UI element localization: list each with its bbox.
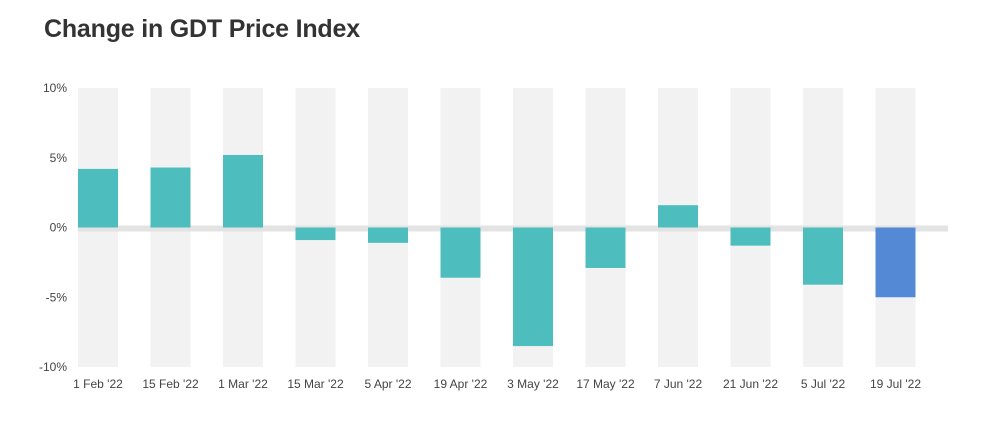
bar[interactable] <box>513 227 553 347</box>
x-tick-label: 19 Jul '22 <box>870 377 921 391</box>
x-tick-label: 5 Apr '22 <box>365 377 412 391</box>
y-tick-label: -10% <box>39 360 67 374</box>
bar[interactable] <box>875 227 916 298</box>
y-tick-label: 5% <box>50 151 68 165</box>
x-tick-label: 15 Feb '22 <box>142 377 199 391</box>
bar[interactable] <box>585 227 626 268</box>
bar[interactable] <box>150 167 191 228</box>
bar[interactable] <box>295 227 336 241</box>
x-tick-label: 17 May '22 <box>576 377 635 391</box>
x-tick-label: 21 Jun '22 <box>723 377 778 391</box>
bar[interactable] <box>78 168 118 228</box>
x-tick-label: 5 Jul '22 <box>801 377 846 391</box>
y-axis-ticks: 10% 5% 0% -5% -10% <box>39 81 67 374</box>
x-tick-label: 1 Feb '22 <box>73 377 123 391</box>
bar[interactable] <box>368 227 408 243</box>
x-tick-label: 3 May '22 <box>507 377 559 391</box>
y-tick-label: 0% <box>50 221 68 235</box>
bars <box>78 154 916 347</box>
x-tick-label: 7 Jun '22 <box>654 377 703 391</box>
x-tick-label: 19 Apr '22 <box>434 377 488 391</box>
x-tick-label: 1 Mar '22 <box>218 377 268 391</box>
bar[interactable] <box>730 227 771 246</box>
x-tick-label: 15 Mar '22 <box>287 377 344 391</box>
bar[interactable] <box>440 227 481 278</box>
bar[interactable] <box>803 227 843 285</box>
x-axis-ticks: 1 Feb '22 15 Feb '22 1 Mar '22 15 Mar '22 5 … <box>73 377 921 391</box>
y-tick-label: -5% <box>46 290 68 304</box>
bar[interactable] <box>658 205 698 228</box>
y-tick-label: 10% <box>43 81 67 95</box>
bar[interactable] <box>223 154 263 228</box>
chart-title: Change in GDT Price Index <box>44 15 360 43</box>
